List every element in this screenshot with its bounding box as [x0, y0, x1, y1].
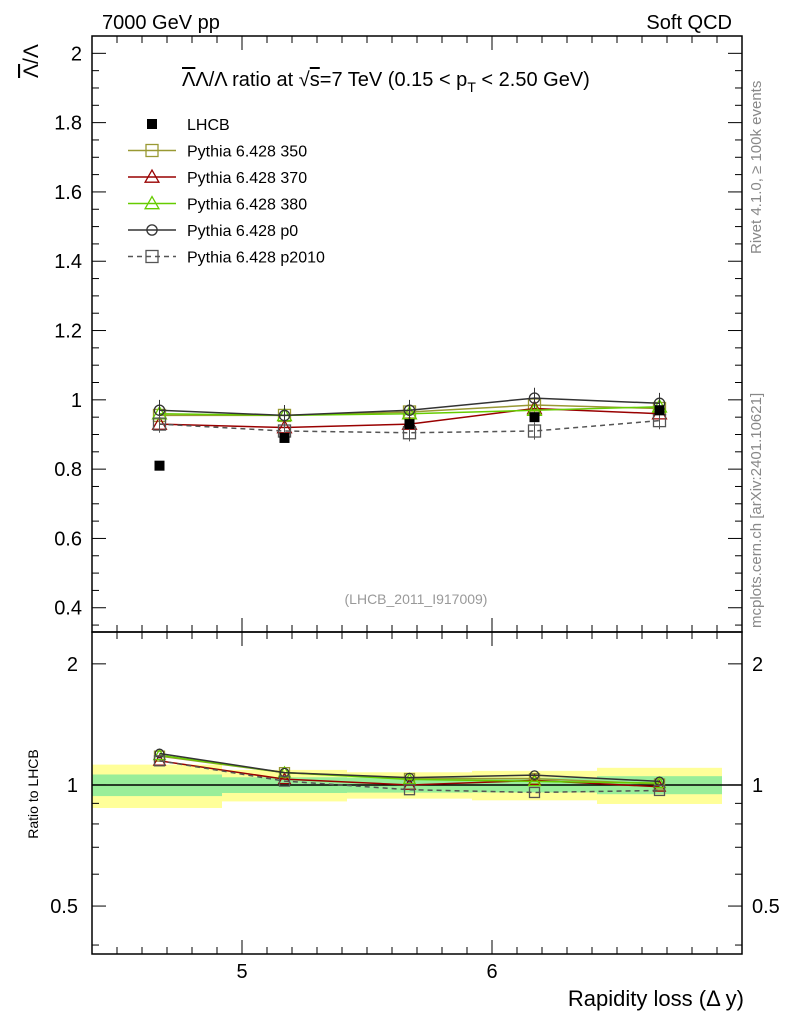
ratio-series-point	[279, 767, 290, 778]
title-subscript: T	[467, 79, 476, 95]
ratio-series-point	[404, 772, 415, 783]
legend-label: Pythia 6.428 350	[187, 144, 307, 161]
y-label-bar: Λ	[20, 64, 43, 78]
series-point	[528, 392, 541, 404]
y-tick-label: 0.8	[54, 459, 82, 481]
main-series-layer	[151, 387, 668, 471]
ratio-y-tick-label-right: 2	[752, 654, 763, 676]
y-tick-label: 1.6	[54, 182, 82, 204]
ratio-axis-ticks: 0.5 0.5 1 1 2 2 5 6	[50, 632, 780, 983]
lhcb-data-point	[404, 419, 415, 430]
series-point	[153, 404, 166, 416]
series-point	[527, 424, 542, 438]
ratio-y-tick-label-right: 0.5	[752, 896, 780, 918]
ratio-series-point	[153, 755, 166, 767]
legend: LHCB Pythia 6.428 350 Pythia 6.428 370 Pyth…	[128, 117, 325, 267]
y-tick-label: 0.6	[54, 528, 82, 550]
lhcb-data-point	[279, 432, 290, 443]
lhcb-data-point	[154, 460, 165, 471]
legend-label: LHCB	[187, 117, 230, 134]
chart-title: ΛΛ/Λ ratio at √s=7 TeV (0.15 < pT < 2.50…	[182, 69, 590, 95]
ratio-y-tick-label: 1	[67, 775, 78, 797]
analysis-id: (LHCB_2011_I917009)	[345, 591, 488, 607]
header-right: Soft QCD	[646, 12, 732, 34]
ratio-series-point	[529, 770, 540, 781]
rivet-version-label: Rivet 4.1.0, ≥ 100k events	[748, 81, 765, 254]
ratio-series-layer	[152, 748, 667, 799]
title-sqrt-s: s	[310, 69, 320, 91]
lhcb-data-point	[654, 405, 665, 416]
ratio-series-line	[159, 760, 660, 794]
series-point	[403, 404, 416, 416]
x-tick-label: 6	[486, 961, 497, 983]
y-tick-label: 1.8	[54, 113, 82, 135]
header-left: 7000 GeV pp	[102, 12, 220, 34]
y-tick-label: 1.4	[54, 251, 82, 273]
legend-label: Pythia 6.428 380	[187, 197, 307, 214]
series-point	[278, 409, 291, 422]
y-tick-label: 1	[71, 390, 82, 412]
ratio-series-point	[402, 772, 417, 785]
title-sqrt-sign: √	[299, 69, 310, 91]
ratio-series-point	[403, 784, 416, 796]
ratio-series-point	[528, 786, 541, 799]
x-axis-title: Rapidity loss (Δ y)	[568, 986, 744, 1011]
ratio-series-line	[159, 752, 660, 783]
ratio-series-point	[278, 775, 291, 787]
legend-label: Pythia 6.428 p0	[187, 223, 298, 240]
ratio-y-tick-label: 2	[67, 654, 78, 676]
ratio-series-point	[154, 748, 165, 759]
title-tail: < 2.50 GeV)	[476, 69, 590, 91]
ratio-y-axis-label: Ratio to LHCB	[25, 749, 41, 838]
main-y-axis-label: Λ/Λ	[20, 44, 43, 78]
y-label-rest: /Λ	[20, 44, 43, 64]
y-tick-label: 0.4	[54, 598, 82, 620]
legend-marker	[145, 143, 159, 158]
y-label-text: Λ/Λ	[20, 44, 43, 78]
ratio-y-tick-label-right: 1	[752, 775, 763, 797]
series-line	[159, 419, 660, 434]
legend-marker	[143, 195, 161, 210]
main-axis-ticks: 0.4 0.6 0.8 1 1.2 1.4 1.6 1.8 2	[54, 35, 743, 632]
legend-marker	[145, 249, 159, 264]
ratio-series-point	[653, 778, 666, 790]
series-point	[152, 417, 167, 431]
source-label: mcplots.cern.ch [arXiv:2401.10621]	[748, 393, 765, 628]
title-lambda-bar: Λ	[182, 69, 196, 91]
ratio-series-point	[653, 784, 666, 797]
y-tick-label: 1.2	[54, 321, 82, 343]
ratio-series-point	[277, 772, 292, 785]
ratio-y-tick-label: 0.5	[50, 896, 78, 918]
y-tick-label: 2	[71, 43, 82, 65]
legend-marker	[146, 224, 158, 236]
ratio-plot-frame	[91, 631, 743, 955]
title-energy: =7 TeV (0.15 < p	[320, 69, 468, 91]
legend-label: Pythia 6.428 370	[187, 170, 307, 187]
x-tick-label: 5	[236, 961, 247, 983]
title-text: ΛΛ/Λ ratio at √s=7 TeV (0.15 < pT < 2.50…	[182, 69, 590, 95]
title-ratio: Λ/Λ ratio at	[195, 69, 298, 91]
legend-label: Pythia 6.428 p2010	[187, 250, 325, 267]
ratio-series-point	[652, 776, 667, 789]
lhcb-data-point	[529, 412, 540, 423]
legend-marker	[143, 168, 161, 183]
ratio-series-point	[527, 774, 542, 787]
legend-marker	[147, 119, 157, 129]
